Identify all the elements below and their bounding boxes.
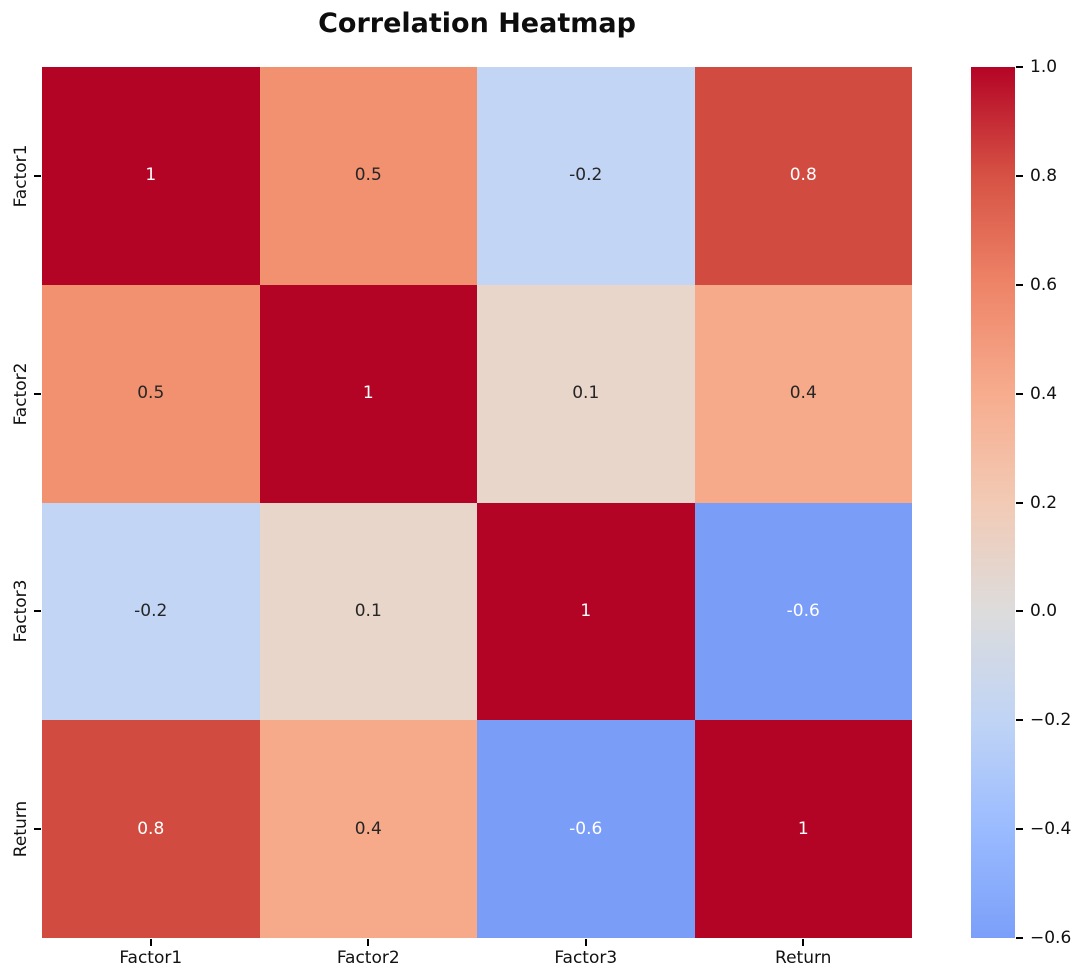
y-axis-tick <box>34 828 41 831</box>
heatmap-cell: 0.1 <box>477 284 695 503</box>
y-axis-label: Return <box>11 800 31 858</box>
heatmap-cell: 0.5 <box>42 284 260 503</box>
heatmap-cell-value: 1 <box>145 165 157 186</box>
colorbar-tick <box>1016 937 1023 939</box>
heatmap-cell: -0.2 <box>477 67 695 285</box>
x-axis-tick <box>584 939 587 946</box>
heatmap-cell-value: 1 <box>797 818 809 839</box>
colorbar-tick <box>1016 392 1023 395</box>
heatmap-cell-value: 1 <box>580 600 592 621</box>
x-axis-tick <box>367 939 370 946</box>
colorbar-tick <box>1016 719 1023 722</box>
x-axis-label: Return <box>775 948 832 968</box>
colorbar-tick-label: 0.0 <box>1030 601 1058 622</box>
colorbar-tick-label: −0.4 <box>1030 819 1072 840</box>
y-axis-tick <box>34 392 41 395</box>
x-axis-label: Factor2 <box>336 948 400 968</box>
colorbar-tick <box>1016 283 1023 286</box>
y-axis-label: Factor3 <box>11 579 31 643</box>
heatmap-cell: -0.2 <box>42 502 260 721</box>
heatmap-cell: 0.8 <box>694 67 912 285</box>
heatmap-cell-value: 0.8 <box>789 165 817 186</box>
heatmap-cell-value: -0.6 <box>569 818 603 839</box>
colorbar-tick <box>1016 66 1023 68</box>
x-axis-tick <box>802 939 805 946</box>
x-axis-tick <box>149 939 152 946</box>
colorbar-tick <box>1016 610 1023 613</box>
colorbar-tick <box>1016 501 1023 504</box>
y-axis-tick <box>34 610 41 613</box>
colorbar-tick-label: −0.2 <box>1030 710 1072 731</box>
heatmap-cell: 0.1 <box>259 502 477 721</box>
colorbar-tick-label: 0.8 <box>1030 165 1058 186</box>
heatmap-cell-value: 0.4 <box>354 818 382 839</box>
y-axis-tick <box>34 174 41 177</box>
heatmap-cell-value: 0.1 <box>354 600 382 621</box>
heatmap-cell-value: 0.8 <box>137 818 165 839</box>
colorbar-tick <box>1016 828 1023 831</box>
colorbar-tick-label: 0.6 <box>1030 274 1058 295</box>
heatmap-cell: -0.6 <box>694 502 912 721</box>
colorbar-tick-label: 0.2 <box>1030 492 1058 513</box>
heatmap-cell-value: -0.2 <box>134 600 168 621</box>
heatmap-cell: 1 <box>694 720 912 938</box>
heatmap-cell-value: -0.2 <box>569 165 603 186</box>
colorbar <box>971 67 1015 938</box>
heatmap-grid: 1 0.5 -0.2 0.8 0.5 1 0.1 0.4 -0.2 0.1 1 -0.6 0.8 0.4 -… <box>42 67 912 938</box>
heatmap-cell-value: 1 <box>362 383 374 404</box>
heatmap-cell-value: 0.4 <box>789 383 817 404</box>
heatmap-cell-value: 0.1 <box>572 383 600 404</box>
x-axis-label: Factor3 <box>554 948 618 968</box>
heatmap-cell-value: 0.5 <box>137 383 165 404</box>
y-axis-label: Factor1 <box>11 144 31 208</box>
colorbar-tick-label: 0.4 <box>1030 383 1058 404</box>
heatmap-cell: 0.4 <box>259 720 477 938</box>
heatmap-cell: 1 <box>259 284 477 503</box>
heatmap-cell: 1 <box>477 502 695 721</box>
colorbar-tick <box>1016 174 1023 177</box>
heatmap-cell-value: -0.6 <box>786 600 820 621</box>
heatmap-cell: 0.5 <box>259 67 477 285</box>
heatmap-cell: 1 <box>42 67 260 285</box>
heatmap-cell: 0.4 <box>694 284 912 503</box>
colorbar-tick-label: 1.0 <box>1030 57 1058 77</box>
colorbar-tick-label: −0.6 <box>1030 928 1072 948</box>
heatmap-cell: -0.6 <box>477 720 695 938</box>
y-axis-label: Factor2 <box>11 362 31 426</box>
heatmap-cell: 0.8 <box>42 720 260 938</box>
heatmap-cell-value: 0.5 <box>354 165 382 186</box>
chart-title: Correlation Heatmap <box>318 8 636 39</box>
x-axis-label: Factor1 <box>119 948 183 968</box>
